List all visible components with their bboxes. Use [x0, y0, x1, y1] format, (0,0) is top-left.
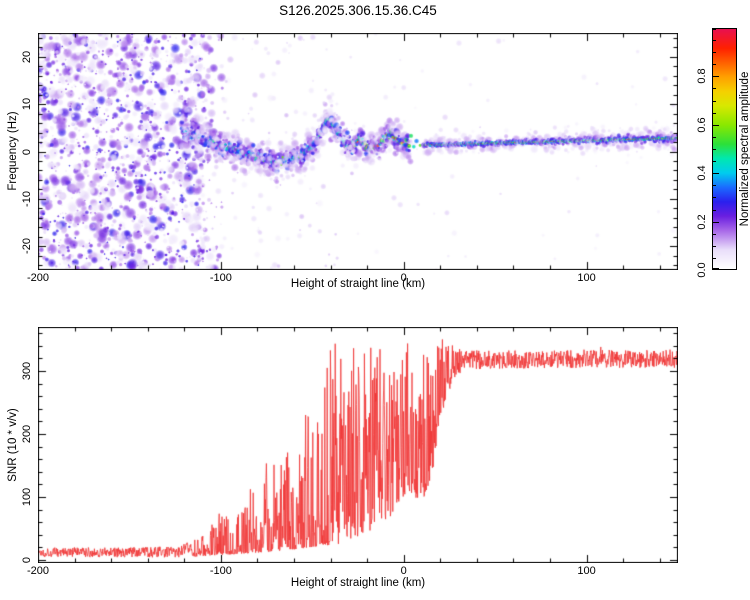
colorbar-tick-label: 0.8 [696, 68, 708, 85]
colorbar-tick [713, 197, 716, 198]
y-tick-label-bottom: 300 [21, 361, 33, 381]
colorbar-tick [713, 222, 719, 223]
height-axis-label-bottom: Height of straight line (km) [290, 577, 426, 589]
colorbar-tick-label: 0.2 [696, 213, 708, 230]
colorbar-tick-label: 0.4 [696, 165, 708, 181]
x-tick-label-bottom: 0 [400, 565, 407, 577]
colorbar [712, 28, 737, 270]
snr-axis-label: SNR (10 * v/v) [7, 408, 19, 482]
x-tick-label-bottom: -200 [26, 565, 50, 577]
colorbar-tick [713, 76, 719, 77]
y-tick-label-top: 20 [21, 50, 33, 63]
x-tick-label-top: -200 [26, 272, 50, 284]
colorbar-tick [713, 29, 716, 30]
x-tick-label-bottom: 100 [577, 565, 596, 577]
colorbar-tick [713, 246, 716, 247]
colorbar-tick [713, 88, 716, 89]
y-tick-label-top: 0 [21, 148, 33, 155]
colorbar-tick [713, 40, 716, 41]
height-axis-label-top: Height of straight line (km) [290, 278, 426, 290]
colorbar-tick [713, 161, 716, 162]
colorbar-tick [713, 137, 716, 138]
colorbar-tick [713, 258, 716, 259]
y-tick-label-top: -10 [21, 190, 33, 207]
colorbar-tick [713, 210, 716, 211]
colorbar-tick [713, 173, 719, 174]
x-tick-label-top: -100 [209, 272, 232, 284]
snr-plot [38, 327, 678, 563]
colorbar-tick [713, 185, 716, 186]
y-tick-label-top: -20 [21, 238, 33, 255]
colorbar-tick [713, 52, 716, 53]
y-tick-label-bottom: 100 [21, 487, 33, 507]
spectrogram-plot [38, 33, 678, 270]
colorbar-tick [713, 101, 716, 102]
colorbar-tick [713, 64, 716, 65]
colorbar-tick [713, 113, 716, 114]
colorbar-tick [713, 268, 719, 269]
y-tick-label-bottom: 200 [21, 424, 33, 444]
frequency-axis-label: Frequency (Hz) [7, 111, 19, 191]
y-tick-label-bottom: 0 [21, 556, 33, 563]
colorbar-tick-label: 0.0 [696, 262, 708, 278]
x-tick-label-top: 0 [400, 272, 407, 284]
x-tick-label-bottom: -100 [209, 565, 232, 577]
colorbar-tick [713, 234, 716, 235]
colorbar-tick [713, 125, 719, 126]
colorbar-label: Normalized spectral amplitude [739, 71, 750, 227]
y-tick-label-top: 10 [21, 97, 33, 111]
colorbar-tick [713, 149, 716, 150]
x-tick-label-top: 100 [577, 272, 596, 284]
colorbar-tick-label: 0.6 [696, 117, 708, 133]
chart-title: S126.2025.306.15.36.C45 [279, 3, 437, 18]
